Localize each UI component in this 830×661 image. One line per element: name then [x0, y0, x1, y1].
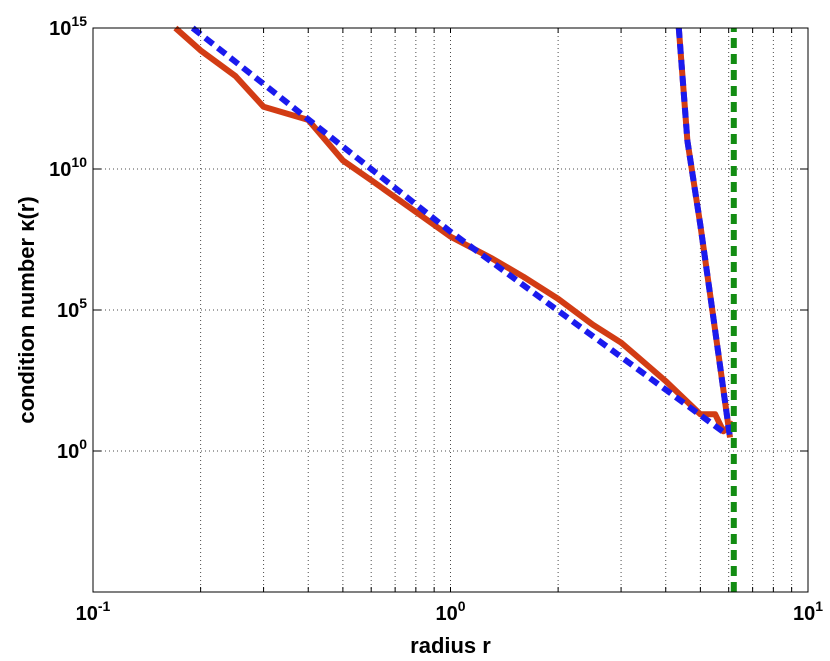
series-line-3: [190, 25, 728, 437]
y-axis-label: condition number κ(r): [14, 196, 39, 423]
series-layer: [173, 25, 737, 592]
x-tick-label: 100: [435, 598, 465, 625]
series-line-1: [173, 25, 736, 435]
x-axis-label: radius r: [410, 633, 491, 658]
y-tick-label: 1010: [49, 154, 87, 181]
y-tick-label: 100: [57, 436, 87, 463]
tick-labels: 10-1 100 101 100 105 1010 1015: [49, 13, 823, 625]
series-line-4: [675, 27, 733, 438]
tick-marks: [93, 27, 808, 592]
y-tick-label: 1015: [49, 13, 87, 40]
x-tick-label: 101: [793, 598, 823, 625]
y-tick-label: 105: [57, 295, 87, 322]
series-line-2: [675, 27, 733, 438]
x-tick-label: 10-1: [76, 598, 111, 625]
grid: [93, 28, 808, 592]
